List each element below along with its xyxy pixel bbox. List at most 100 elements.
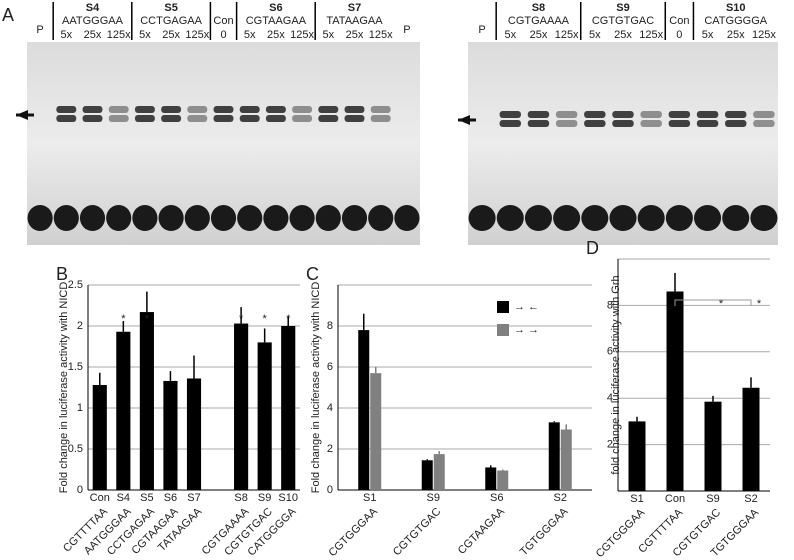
bar [742,387,760,491]
bar [92,385,107,490]
gel-band [696,111,719,118]
x-tick-label: S4 [117,492,130,504]
bar [139,312,154,490]
free-probe [341,205,368,231]
lane-label: 5x [244,29,256,41]
gel-band [82,115,103,122]
bar [548,422,560,490]
free-probe [722,205,750,231]
bar [281,326,296,490]
gel-band [134,106,155,113]
gel-band [370,106,391,113]
y-axis-label: Fold change in luciferase activity with … [310,282,322,494]
gel-band [318,115,339,122]
legend-swatch [497,301,509,313]
gel-band [161,115,182,122]
free-probe [665,205,693,231]
lane-label: 25x [727,29,745,41]
gel-band [56,115,77,122]
gel-band [640,120,662,127]
significance-mark: * [145,313,150,325]
legend-label: → ← [514,301,539,313]
free-probe [553,205,581,231]
panel-label: C [306,264,319,284]
x-tick-label: S6 [164,492,177,504]
y-tick-label: 6 [607,346,613,358]
x-tick-label: Con [90,492,110,504]
gel-band [265,106,286,113]
group-label: S7 [348,2,361,14]
free-probe [237,205,263,231]
bar [433,454,445,490]
gel-band [161,106,182,113]
gel-band [187,106,208,113]
significance-mark: * [239,313,244,325]
gel-band [344,115,365,122]
free-probe [263,205,289,231]
free-probe [468,205,496,231]
bar [234,323,249,490]
lane-label: 5x [322,29,334,41]
gel-band [265,115,286,122]
group-label: S5 [164,2,177,14]
gel-band [187,115,208,122]
gel-band [292,106,313,113]
gel-band [344,106,365,113]
panel-label: A [2,5,14,25]
bar [666,291,684,491]
gel-band [527,111,550,118]
group-label: S6 [269,2,282,14]
bar [704,401,722,491]
free-probe [581,205,609,231]
x-sublabel: CGTGGGAA [594,506,648,560]
gel-band [134,115,155,122]
lane-label: 5x [60,29,72,41]
gel-band [292,115,313,122]
gel-band [668,120,691,127]
lane-label: 25x [84,29,102,41]
lane-label: 25x [267,29,285,41]
bar [497,470,509,490]
group-label: Con [213,15,233,27]
group-label: S4 [86,2,100,14]
sequence-label: CGTGAAAA [508,15,570,27]
free-probe [496,205,524,231]
bar [358,330,370,490]
bar [628,421,646,491]
significance-mark: * [719,298,724,310]
x-sublabel: TGTGGGAA [518,505,571,558]
lane-label: 25x [346,29,364,41]
free-probe [27,205,53,231]
legend-label: → → [514,324,539,336]
y-tick-label: 0 [327,484,333,496]
bar [257,342,272,490]
free-probe [368,205,394,231]
lane-label: P [478,24,485,36]
sequence-label: CATGGGGA [704,15,767,27]
gel-band [56,106,77,113]
free-probe [106,205,132,231]
free-probe [210,205,237,231]
free-probe [637,205,665,231]
gel-band [584,111,606,118]
gel-band [725,120,747,127]
gel-band [499,120,521,127]
free-probe [694,205,722,231]
free-probe [524,205,552,231]
lane-label: 5x [702,29,714,41]
lane-label: 0 [676,29,682,41]
gel-band [753,120,775,127]
sequence-label: TATAAGAA [326,15,383,27]
group-label: S10 [726,2,746,14]
lane-label: 25x [614,29,632,41]
y-tick-label: 1.5 [68,361,83,373]
gel-band [499,111,521,118]
lane-label: 5x [589,29,601,41]
sequence-label: CGTGTGAC [592,15,654,27]
x-tick-label: Con [665,493,685,505]
y-tick-label: 1 [77,402,83,414]
gel-band [555,120,578,127]
free-probe [53,205,79,231]
y-axis-label: Fold change in luciferase activity with … [58,282,70,494]
